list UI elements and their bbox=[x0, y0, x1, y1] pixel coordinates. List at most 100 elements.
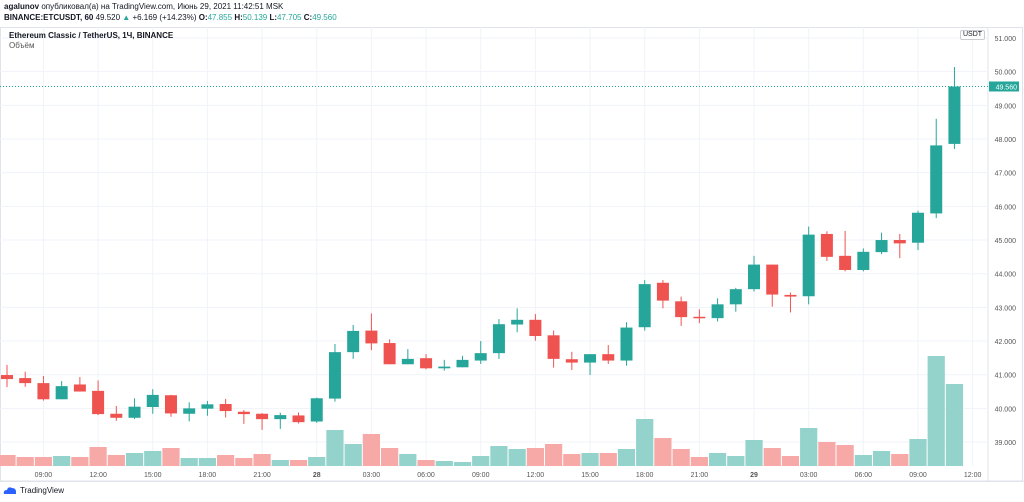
volume-bar bbox=[781, 456, 800, 466]
candle bbox=[365, 313, 378, 351]
candle bbox=[73, 377, 86, 392]
volume-bar bbox=[508, 449, 526, 466]
candle-body bbox=[347, 330, 360, 353]
candle-body bbox=[328, 352, 341, 399]
candle-body bbox=[729, 289, 742, 305]
time-tick-label: 12:00 bbox=[89, 472, 107, 479]
candle-body bbox=[693, 316, 706, 319]
volume-bar bbox=[89, 447, 107, 466]
time-tick-label: 18:00 bbox=[199, 472, 217, 479]
price-tick-label: 43.000 bbox=[995, 305, 1017, 312]
candle-body bbox=[547, 335, 560, 359]
volume-bar bbox=[198, 458, 217, 466]
candle bbox=[19, 371, 32, 387]
candle bbox=[1, 364, 13, 388]
candle-body bbox=[92, 390, 105, 415]
volume-bar bbox=[818, 442, 836, 466]
candle-body bbox=[529, 319, 542, 336]
volume-bar bbox=[125, 453, 144, 466]
volume-bar bbox=[453, 462, 472, 466]
candle-body bbox=[201, 404, 214, 409]
candle bbox=[55, 381, 68, 400]
volume-bar bbox=[180, 458, 198, 466]
candle bbox=[37, 376, 50, 401]
low-label: L: bbox=[269, 13, 278, 22]
candle bbox=[92, 380, 105, 416]
candle-body bbox=[456, 359, 469, 368]
price-tick-label: 47.000 bbox=[995, 171, 1017, 178]
candle-body bbox=[183, 408, 196, 414]
time-tick-label: 09:00 bbox=[909, 472, 927, 479]
close-label: C: bbox=[303, 13, 313, 22]
candle bbox=[328, 344, 341, 402]
candle bbox=[729, 287, 742, 312]
price-tick-label: 49.000 bbox=[995, 103, 1017, 110]
candle bbox=[438, 359, 451, 371]
volume-bar bbox=[654, 438, 672, 466]
time-tick-label: 06:00 bbox=[855, 472, 873, 479]
price-tick-label: 44.000 bbox=[995, 272, 1017, 279]
volume-bar bbox=[927, 356, 945, 466]
volume-bar bbox=[435, 461, 453, 466]
volume-bar bbox=[563, 454, 581, 466]
candle bbox=[511, 308, 524, 333]
candle bbox=[565, 351, 578, 370]
candle-body bbox=[146, 394, 159, 408]
candle-body bbox=[492, 324, 505, 354]
volume-bars bbox=[0, 356, 964, 466]
volume-bar bbox=[909, 439, 927, 466]
volume-bar bbox=[308, 457, 326, 466]
candle-body bbox=[110, 413, 123, 418]
volume-bar bbox=[253, 454, 271, 466]
volume-bar bbox=[599, 453, 617, 466]
time-tick-label: 21:00 bbox=[691, 472, 709, 479]
candle-body bbox=[365, 330, 378, 344]
candle-body bbox=[912, 212, 924, 243]
candle-body bbox=[474, 353, 487, 361]
volume-bar bbox=[271, 460, 289, 466]
candle-body bbox=[948, 86, 961, 144]
volume-bar bbox=[727, 456, 745, 466]
candle-body bbox=[237, 411, 250, 415]
volume-bar bbox=[690, 457, 708, 466]
candle-body bbox=[766, 264, 779, 295]
series-title[interactable]: Ethereum Classic / TetherUS, 1Ч, BINANCE bbox=[9, 31, 174, 40]
candle-body bbox=[930, 145, 943, 214]
candle bbox=[110, 406, 123, 421]
candle bbox=[310, 397, 323, 423]
candle-body bbox=[857, 251, 870, 270]
tradingview-logo[interactable]: TradingView bbox=[3, 486, 64, 495]
volume-bar bbox=[217, 455, 235, 466]
volume-bar bbox=[526, 448, 544, 466]
candle bbox=[693, 309, 706, 324]
author[interactable]: agalunov bbox=[4, 2, 40, 11]
symbol: BINANCE:ETCUSDT, 60 bbox=[4, 13, 94, 22]
candle bbox=[912, 210, 924, 251]
time-tick-label: 03:00 bbox=[800, 472, 818, 479]
grid bbox=[0, 27, 1024, 482]
volume-bar bbox=[235, 458, 253, 466]
volume-bar bbox=[34, 457, 53, 466]
volume-bar bbox=[344, 444, 362, 466]
volume-legend[interactable]: Объём bbox=[9, 41, 35, 50]
current-price-label: 49.560 bbox=[996, 84, 1018, 91]
time-tick-label: 28 bbox=[313, 472, 321, 479]
candle bbox=[766, 264, 779, 307]
up-triangle-icon: ▲ bbox=[122, 13, 131, 22]
candle-body bbox=[584, 354, 597, 363]
time-tick-label: 12:00 bbox=[964, 472, 982, 479]
candle bbox=[347, 324, 360, 359]
symbol-info: BINANCE:ETCUSDT, 60 49.520 ▲ +6.169 (+14… bbox=[4, 13, 337, 22]
candle-body bbox=[19, 378, 32, 384]
candle-body bbox=[565, 359, 578, 363]
candle-body bbox=[1, 375, 13, 380]
candle bbox=[638, 280, 651, 331]
candle-body bbox=[711, 304, 724, 319]
candle bbox=[183, 402, 196, 422]
volume-bar bbox=[544, 444, 563, 466]
currency-badge[interactable]: USDT bbox=[960, 30, 986, 40]
volume-bar bbox=[800, 428, 818, 466]
candle-body bbox=[164, 395, 177, 414]
candle bbox=[492, 319, 505, 359]
